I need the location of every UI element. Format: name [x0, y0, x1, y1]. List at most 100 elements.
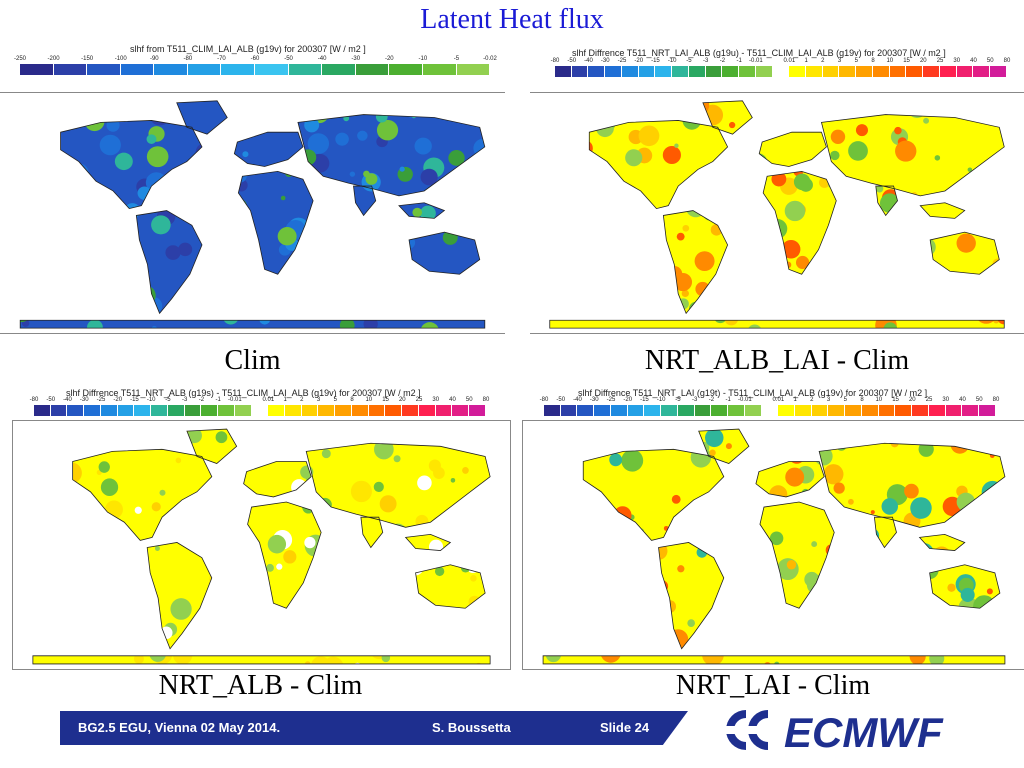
colorbar-tick-label: -20 — [113, 397, 123, 403]
colorbar-tick-label: -50 — [567, 58, 577, 64]
colorbar-swatch — [688, 66, 706, 77]
colorbar-tick-label: 2 — [300, 397, 304, 403]
colorbar-tick-label: 40 — [970, 58, 977, 64]
colorbar-tick-label: 25 — [936, 58, 944, 64]
colorbar-swatch — [268, 405, 286, 416]
colorbar-tick-label: 80 — [482, 397, 490, 403]
colorbar-tick-label: -90 — [149, 56, 159, 62]
colorbar-swatch — [621, 66, 639, 77]
colorbar-swatch — [285, 405, 302, 416]
colorbar-tick-label: -3 — [702, 58, 709, 64]
colorbar-tick-label: 10 — [875, 397, 883, 403]
colorbar-tick-label: -50 — [284, 56, 293, 62]
colorbar-swatch — [151, 405, 168, 416]
map-title-nrt-alb: slhf Diffrence T511_NRT_ALB (g19s) - T51… — [66, 388, 421, 398]
colorbar-swatch — [912, 405, 929, 416]
colorbar-tick-label: -2 — [719, 58, 726, 64]
colorbar-swatch — [761, 405, 779, 416]
colorbar-swatch — [705, 66, 723, 77]
colorbar-tick-label: -30 — [351, 56, 361, 62]
colorbar-swatch — [84, 405, 101, 416]
colorbar-tick-label: -0.01 — [749, 58, 763, 64]
map-title-nrt-alb-lai: slhf Diffrence T511_NRT_LAI_ALB (g19u) -… — [572, 48, 946, 58]
footer-author: S. Boussetta — [432, 720, 511, 735]
colorbar-tick-label: 40 — [449, 397, 456, 403]
colorbar-swatch — [722, 66, 740, 77]
colorbar-swatch — [644, 405, 662, 416]
colorbar-swatch — [990, 66, 1007, 77]
map-title-clim: slhf from T511_CLIM_LAI_ALB (g19v) for 2… — [130, 44, 366, 54]
colorbar-tick-label: -10 — [146, 397, 156, 403]
colorbar-swatch — [389, 64, 423, 75]
colorbar-swatch — [435, 405, 453, 416]
colorbar-tick-label: -0.01 — [738, 397, 752, 403]
colorbar-swatch — [53, 64, 88, 75]
footer-band: BG2.5 EGU, Vienna 02 May 2014. S. Bousse… — [60, 711, 688, 745]
colorbar-ticks-clim: -250 -200 -150 -100 -90 -80 -70 -60 -50 -40 -30 -20… — [14, 56, 497, 65]
colorbar-tick-label: 0.01 — [262, 397, 275, 403]
colorbar-tick-label: -250 — [13, 56, 27, 62]
colorbar-tick-label: -2 — [198, 397, 205, 403]
colorbar-tick-label: 30 — [953, 58, 961, 64]
colorbar-ticks-nrt-alb-lai: -80 -50 -40 -30 -25 -20 -15 -10 -5 -3 -2 -1 -0.01 0.0… — [551, 58, 1011, 67]
colorbar-swatch — [956, 66, 974, 77]
colorbar-swatch — [469, 405, 486, 416]
colorbar-swatch — [778, 405, 796, 416]
colorbar-tick-label: -0.02 — [483, 56, 497, 62]
colorbar-tick-label: -80 — [183, 56, 193, 62]
colorbar-tick-label: 8 — [350, 397, 354, 403]
ecmwf-logo: ECMWF — [716, 704, 960, 756]
colorbar-tick-label: 1 — [793, 397, 797, 403]
colorbar-tick-label: -15 — [651, 58, 660, 64]
colorbar-tick-label: -100 — [114, 56, 127, 62]
colorbar-tick-label: 10 — [365, 397, 373, 403]
caption-nrt-alb: NRT_ALB - Clim — [158, 670, 363, 701]
map-title-nrt-lai: slhf Diffrence T511_NRT_LAI (g19t) - T51… — [578, 388, 928, 398]
colorbar-nrt-alb — [34, 405, 486, 416]
colorbar-tick-label: 15 — [903, 58, 910, 64]
colorbar-tick-label: -60 — [250, 56, 260, 62]
colorbar-swatch — [218, 405, 235, 416]
colorbar-tick-label: -3 — [691, 397, 698, 403]
colorbar-swatch — [422, 64, 457, 75]
colorbar-tick-label: -30 — [600, 58, 610, 64]
colorbar-swatch — [221, 64, 256, 75]
colorbar-tick-label: -15 — [640, 397, 649, 403]
caption-nrt-lai: NRT_LAI - Clim — [675, 670, 871, 701]
colorbar-tick-label: -1 — [736, 58, 742, 64]
colorbar-tick-label: 5 — [333, 397, 337, 403]
footer-session: BG2.5 EGU, Vienna 02 May 2014. — [78, 720, 281, 735]
colorbar-swatch — [234, 405, 252, 416]
colorbar-tick-label: -50 — [556, 397, 566, 403]
colorbar-swatch — [872, 66, 890, 77]
colorbar-tick-label: -15 — [130, 397, 139, 403]
colorbar-tick-label: 20 — [908, 397, 916, 403]
colorbar-tick-label: -5 — [686, 58, 692, 64]
colorbar-swatch — [368, 405, 386, 416]
colorbar-swatch — [100, 405, 118, 416]
colorbar-swatch — [50, 405, 68, 416]
colorbar-swatch — [588, 66, 606, 77]
colorbar-clim — [20, 64, 491, 75]
colorbar-swatch — [184, 405, 202, 416]
colorbar-tick-label: 25 — [415, 397, 423, 403]
colorbar-swatch — [34, 405, 51, 416]
colorbar-swatch — [739, 66, 756, 77]
colorbar-swatch — [605, 66, 622, 77]
colorbar-tick-label: -30 — [589, 397, 599, 403]
colorbar-tick-label: 1 — [804, 58, 808, 64]
colorbar-swatch — [301, 405, 319, 416]
colorbar-swatch — [187, 64, 222, 75]
colorbar-swatch — [20, 64, 54, 75]
colorbar-swatch — [402, 405, 419, 416]
colorbar-tick-label: -20 — [634, 58, 644, 64]
colorbar-tick-label: 80 — [992, 397, 1000, 403]
colorbar-tick-label: -1 — [215, 397, 221, 403]
colorbar-swatch — [906, 66, 924, 77]
colorbar-swatch — [945, 405, 963, 416]
colorbar-swatch — [806, 66, 823, 77]
caption-nrt-alb-lai: NRT_ALB_LAI - Clim — [644, 345, 910, 376]
colorbar-swatch — [744, 405, 762, 416]
colorbar-swatch — [811, 405, 829, 416]
colorbar-tick-label: -20 — [623, 397, 633, 403]
